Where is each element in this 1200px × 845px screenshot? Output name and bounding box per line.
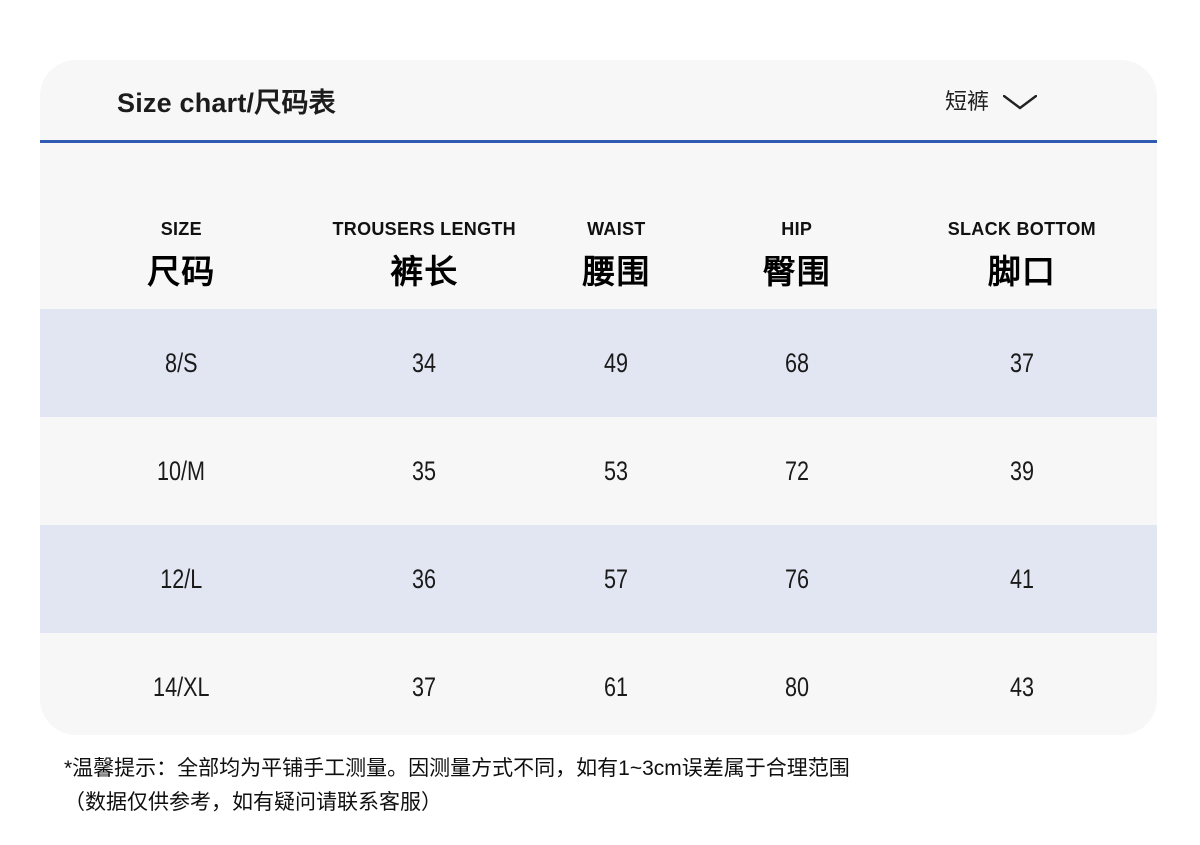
size-cell: 14/XL [40,633,323,741]
size-cell: 10/M [40,417,323,525]
cell-value: 34 [412,347,437,378]
cell-value: 8/S [165,347,198,378]
cell-value: 39 [1009,455,1034,486]
waist-cell: 49 [526,309,707,417]
cell-value: 37 [412,671,437,702]
waist-cell: 53 [526,417,707,525]
footnote: *温馨提示：全部均为平铺手工测量。因测量方式不同，如有1~3cm误差属于合理范围… [64,752,1144,820]
table-row: 8/S 34 49 68 37 [40,309,1157,417]
cell-value: 76 [784,563,809,594]
table-row: 12/L 36 57 76 41 [40,525,1157,633]
slack-bottom-cell: 41 [887,525,1157,633]
cell-value: 14/XL [153,671,210,702]
column-header-trousers-length: TROUSERS LENGTH 裤长 [323,143,526,309]
footnote-line-2: （数据仅供参考，如有疑问请联系客服） [64,791,442,814]
cell-value: 49 [604,347,629,378]
cell-value: 68 [784,347,809,378]
column-header-hip: HIP 臀围 [707,143,887,309]
cell-value: 37 [1009,347,1034,378]
column-header-en: SIZE [160,219,202,239]
size-table-header: SIZE 尺码 TROUSERS LENGTH 裤长 WAIST 腰围 HIP … [40,143,1157,309]
cell-value: 80 [784,671,809,702]
cell-value: 43 [1009,671,1034,702]
card-header: Size chart/尺码表 短裤 [40,60,1157,143]
cell-value: 36 [412,563,437,594]
hip-cell: 80 [707,633,887,741]
cell-value: 53 [604,455,629,486]
cell-value: 41 [1009,563,1034,594]
cell-value: 35 [412,455,437,486]
trousers-length-cell: 37 [323,633,526,741]
chevron-down-icon [1003,94,1037,109]
hip-cell: 68 [707,309,887,417]
slack-bottom-cell: 39 [887,417,1157,525]
hip-cell: 72 [707,417,887,525]
waist-cell: 57 [526,525,707,633]
footnote-line-1: *温馨提示：全部均为平铺手工测量。因测量方式不同，如有1~3cm误差属于合理范围 [64,757,850,780]
slack-bottom-cell: 43 [887,633,1157,741]
category-selector[interactable]: 短裤 [945,84,1037,116]
page-title: Size chart/尺码表 [117,87,336,118]
slack-bottom-cell: 37 [887,309,1157,417]
cell-value: 57 [604,563,629,594]
waist-cell: 61 [526,633,707,741]
trousers-length-cell: 36 [323,525,526,633]
trousers-length-cell: 34 [323,309,526,417]
column-header-cn: 脚口 [987,253,1056,290]
column-header-cn: 腰围 [582,253,651,290]
column-header-en: WAIST [587,219,646,239]
size-cell: 12/L [40,525,323,633]
size-table: SIZE 尺码 TROUSERS LENGTH 裤长 WAIST 腰围 HIP … [40,143,1157,741]
cell-value: 61 [604,671,629,702]
table-row: 10/M 35 53 72 39 [40,417,1157,525]
column-header-waist: WAIST 腰围 [526,143,707,309]
hip-cell: 76 [707,525,887,633]
column-header-size: SIZE 尺码 [40,143,323,309]
column-header-cn: 尺码 [147,253,216,290]
category-label: 短裤 [944,89,989,114]
column-header-en: HIP [781,219,813,239]
column-header-en: SLACK BOTTOM [947,219,1096,239]
column-header-cn: 裤长 [390,253,459,290]
size-chart-card: Size chart/尺码表 短裤 SIZE 尺码 TROUSERS LENGT… [40,60,1157,735]
column-header-slack-bottom: SLACK BOTTOM 脚口 [887,143,1157,309]
trousers-length-cell: 35 [323,417,526,525]
size-cell: 8/S [40,309,323,417]
cell-value: 10/M [157,455,206,486]
cell-value: 12/L [160,563,203,594]
column-header-cn: 臀围 [762,253,831,290]
cell-value: 72 [784,455,809,486]
table-row: 14/XL 37 61 80 43 [40,633,1157,741]
column-header-en: TROUSERS LENGTH [332,219,516,239]
